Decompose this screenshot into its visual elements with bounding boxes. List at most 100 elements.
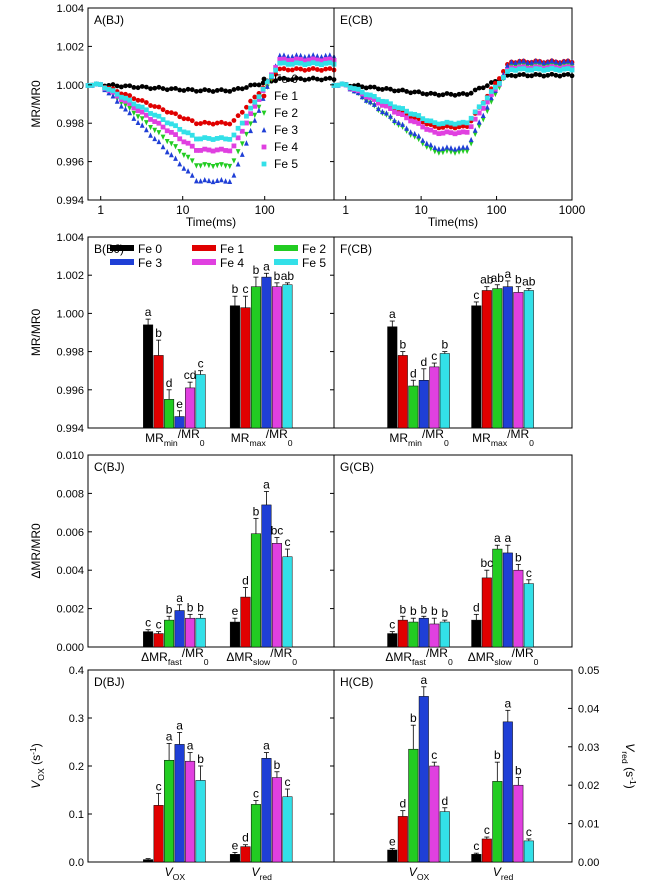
data-point-fe-4: [306, 57, 312, 63]
data-point-fe-3: [424, 140, 430, 146]
data-point-fe-4: [219, 146, 224, 152]
bar-fe-1: [240, 596, 251, 648]
bar-fe-1: [240, 307, 251, 429]
data-point-fe-1: [194, 121, 199, 127]
panel-H-frame: [333, 669, 573, 863]
data-point-fe-2: [235, 149, 241, 155]
data-point-fe-3: [202, 176, 208, 183]
data-point-fe-5: [440, 121, 446, 126]
y-axis-label: VOX (s-1): [28, 743, 46, 789]
data-point-fe-3: [285, 53, 291, 60]
data-point-fe-3: [302, 54, 308, 60]
data-point-fe-5: [468, 115, 474, 121]
data-point-fe-5: [202, 135, 208, 141]
data-point-fe-4: [131, 105, 137, 111]
right-y-tick-label: 0.04: [578, 703, 599, 715]
data-point-fe-3: [181, 165, 187, 171]
significance-letter: b: [515, 550, 522, 564]
data-point-fe-0: [537, 72, 543, 78]
significance-letter: bc: [271, 524, 284, 538]
data-point-fe-5: [227, 136, 233, 142]
data-point-fe-4: [231, 143, 237, 149]
data-point-fe-4: [380, 102, 385, 108]
data-point-fe-1: [223, 121, 228, 126]
data-point-fe-5: [444, 119, 450, 125]
data-point-fe-5: [392, 104, 397, 110]
chart_data.5.groups.1-label-part: /MR: [512, 646, 534, 660]
significance-letter: c: [284, 535, 290, 549]
data-point-fe-2: [185, 154, 191, 161]
data-point-fe-5: [252, 99, 258, 105]
legend-marker: [261, 161, 267, 167]
data-point-fe-5: [448, 120, 454, 126]
data-point-fe-4: [408, 118, 414, 124]
data-point-fe-0: [152, 85, 158, 91]
data-point-fe-1: [148, 103, 153, 108]
data-point-fe-0: [281, 75, 287, 81]
data-point-fe-0: [363, 85, 369, 91]
data-point-fe-1: [123, 91, 128, 97]
data-point-fe-4: [277, 56, 283, 62]
y-tick-label: 0.004: [56, 565, 84, 577]
data-point-fe-0: [198, 88, 203, 94]
data-point-fe-3: [565, 58, 571, 64]
data-point-fe-3: [323, 52, 329, 59]
data-point-fe-0: [509, 73, 514, 78]
data-point-fe-1: [248, 98, 254, 104]
data-point-fe-4: [294, 56, 299, 62]
significance-letter: c: [389, 618, 395, 632]
legend-label: Fe 3: [274, 123, 298, 137]
chart_data.6.groups.0-label-part: V: [165, 865, 174, 879]
chart_data.4.groups.1-label-part: 0: [292, 657, 297, 667]
data-point-fe-5: [219, 135, 224, 141]
data-point-fe-4: [428, 127, 434, 133]
y-axis-label-part: ): [29, 743, 43, 747]
data-point-fe-3: [363, 97, 369, 103]
data-point-fe-3: [371, 101, 377, 107]
bar-fe-4: [185, 617, 196, 648]
data-point-fe-2: [448, 149, 454, 155]
data-point-fe-2: [194, 163, 199, 169]
data-point-fe-5: [194, 136, 199, 142]
data-point-fe-4: [289, 58, 295, 63]
significance-letter: a: [389, 307, 396, 321]
data-point-fe-4: [384, 103, 389, 109]
significance-letter: bc: [480, 556, 493, 570]
data-point-fe-0: [181, 88, 187, 93]
data-point-fe-5: [139, 104, 145, 110]
data-point-fe-5: [273, 67, 279, 73]
significance-letter: b: [410, 711, 417, 725]
data-point-fe-5: [367, 92, 373, 98]
data-point-fe-5: [432, 120, 438, 126]
panel-G-frame: [333, 454, 573, 648]
panel-F-frame: [333, 236, 573, 429]
bar-fe-1: [397, 816, 408, 863]
data-point-fe-4: [460, 129, 466, 135]
legend-swatch: [274, 245, 298, 251]
data-point-fe-1: [131, 96, 137, 102]
data-point-fe-2: [444, 148, 450, 154]
data-point-fe-3: [123, 106, 128, 112]
bar-fe-3: [502, 552, 513, 648]
data-point-fe-1: [464, 124, 470, 129]
data-point-fe-5: [143, 107, 149, 113]
y-tick-label: 1.000: [56, 308, 84, 320]
x-tick-label: 100: [255, 203, 275, 217]
data-point-fe-4: [152, 119, 158, 124]
significance-letter: b: [431, 604, 438, 618]
data-point-fe-0: [468, 90, 474, 96]
data-point-fe-2: [177, 148, 183, 155]
significance-letter: b: [410, 604, 417, 618]
data-point-fe-3: [545, 59, 551, 65]
legend-label: Fe 2: [302, 242, 326, 256]
bar-fe-1: [240, 846, 251, 863]
chart_data.4.groups.1-label-part: /MR: [270, 646, 292, 660]
bar-fe-4: [185, 760, 196, 863]
data-point-fe-5: [517, 66, 522, 72]
legend-swatch: [110, 245, 134, 251]
data-point-fe-5: [404, 108, 410, 114]
y-tick-label: 0.996: [56, 385, 84, 397]
data-point-fe-1: [210, 121, 216, 127]
data-point-fe-3: [408, 129, 414, 135]
chart_data.5.groups.0-label: ΔMRfast/MR0: [385, 646, 453, 667]
